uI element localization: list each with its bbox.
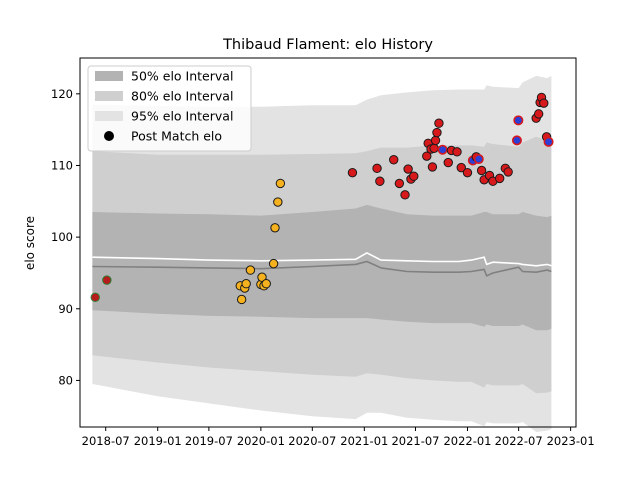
legend-swatch bbox=[95, 91, 123, 101]
x-axis-ticks: 2018-07 2019-01 2019-07 2020-01 2020-07 2021-… bbox=[82, 427, 595, 448]
plot-frame bbox=[79, 57, 577, 428]
x-tick-label: 2020-07 bbox=[288, 434, 336, 448]
data-point bbox=[102, 275, 112, 285]
legend-entry: 50% elo Interval bbox=[131, 69, 233, 84]
data-point bbox=[236, 294, 247, 305]
data-point bbox=[403, 164, 413, 174]
data-point bbox=[400, 190, 410, 200]
x-tick-label: 2019-07 bbox=[185, 434, 233, 448]
mean-elo-line bbox=[92, 251, 552, 267]
data-point bbox=[443, 157, 453, 168]
data-point bbox=[270, 223, 280, 233]
data-point bbox=[430, 135, 441, 146]
trend-lines bbox=[92, 251, 552, 277]
data-point bbox=[427, 162, 438, 172]
x-tick-label: 2021-01 bbox=[340, 434, 388, 448]
data-point bbox=[257, 272, 267, 282]
data-point bbox=[245, 265, 256, 275]
data-point bbox=[261, 278, 271, 289]
data-point bbox=[434, 118, 444, 128]
legend-box bbox=[87, 65, 252, 152]
post-match-points bbox=[90, 92, 554, 305]
y-tick-label: 120 bbox=[51, 87, 73, 101]
y-axis-ticks: 80 90 100 110 120 bbox=[51, 87, 80, 387]
y-tick-label: 80 bbox=[58, 373, 73, 387]
data-point bbox=[241, 278, 251, 289]
median-elo-line bbox=[92, 260, 552, 277]
x-tick-label: 2023-01 bbox=[547, 434, 595, 448]
data-point bbox=[452, 147, 462, 157]
legend-swatch bbox=[95, 111, 123, 121]
x-tick-label: 2020-01 bbox=[237, 434, 285, 448]
data-point bbox=[513, 115, 524, 126]
data-point bbox=[394, 178, 405, 189]
data-point bbox=[409, 171, 419, 181]
y-tick-label: 110 bbox=[51, 158, 73, 172]
x-tick-label: 2022-01 bbox=[443, 434, 491, 448]
data-point bbox=[456, 162, 466, 173]
x-tick-label: 2021-07 bbox=[391, 434, 439, 448]
y-tick-label: 100 bbox=[51, 230, 73, 244]
data-point bbox=[539, 98, 549, 108]
data-point bbox=[389, 155, 399, 165]
x-tick-label: 2022-07 bbox=[495, 434, 543, 448]
data-point bbox=[462, 167, 473, 178]
legend-swatch bbox=[95, 71, 123, 81]
data-point bbox=[90, 292, 100, 303]
data-point bbox=[422, 151, 432, 161]
y-axis-label: elo score bbox=[23, 216, 37, 270]
data-point bbox=[503, 167, 513, 177]
x-tick-label: 2019-01 bbox=[134, 434, 182, 448]
data-point bbox=[268, 258, 279, 269]
data-point bbox=[275, 178, 286, 189]
data-point bbox=[533, 109, 544, 119]
data-point bbox=[494, 173, 505, 184]
band-50-interval bbox=[92, 204, 552, 331]
data-point bbox=[473, 154, 484, 165]
chart-title: Thibaud Flament: elo History bbox=[222, 37, 433, 53]
data-point bbox=[511, 135, 522, 146]
legend-entry: Post Match elo bbox=[131, 129, 222, 144]
data-point bbox=[543, 136, 554, 147]
data-point bbox=[375, 176, 385, 186]
y-tick-label: 90 bbox=[58, 302, 73, 316]
data-point bbox=[429, 143, 439, 153]
legend-entry: 80% elo Interval bbox=[131, 89, 233, 104]
data-point bbox=[476, 165, 487, 176]
legend-marker bbox=[104, 131, 114, 141]
data-point bbox=[273, 197, 283, 207]
x-tick-label: 2018-07 bbox=[82, 434, 130, 448]
data-point bbox=[372, 163, 382, 174]
legend-entry: 95% elo Interval bbox=[131, 109, 233, 124]
legend: 50% elo Interval 80% elo Interval 95% elo … bbox=[87, 65, 252, 152]
data-point bbox=[432, 127, 442, 138]
data-point bbox=[347, 167, 358, 178]
data-point bbox=[437, 144, 448, 155]
